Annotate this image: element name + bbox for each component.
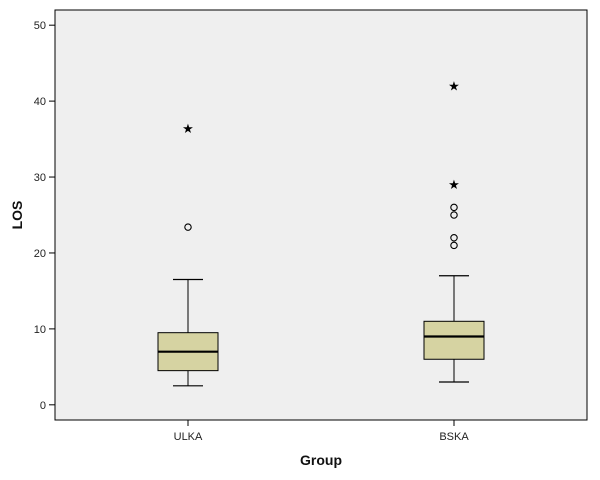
outlier-point [450,241,458,250]
x-tick-label: BSKA [439,431,469,443]
y-tick-label: 40 [34,96,46,108]
x-tick-label: ULKA [174,431,203,443]
outlier-point [184,223,192,231]
extreme-point: ★ [182,122,194,137]
y-tick-label: 10 [34,324,46,336]
y-tick-label: 0 [40,400,46,412]
box-group: ★ [157,122,219,387]
x-axis: ULKA BSKA [174,420,469,443]
extreme-point: ★ [448,178,460,193]
x-axis-title: Group [300,452,342,468]
outlier-point [450,211,458,219]
y-tick-label: 30 [34,172,46,184]
box-group: ★★ [423,79,485,383]
y-tick-label: 50 [34,20,46,32]
y-tick-label: 20 [34,248,46,260]
outlier-point [450,203,458,212]
y-axis-title: LOS [9,201,25,230]
outlier-point [450,234,458,242]
extreme-point: ★ [448,79,460,94]
iqr-box [423,320,485,360]
y-axis: 0 10 20 30 40 50 [34,20,55,412]
boxes: ★★★ [157,79,485,387]
plot-area [54,9,588,421]
